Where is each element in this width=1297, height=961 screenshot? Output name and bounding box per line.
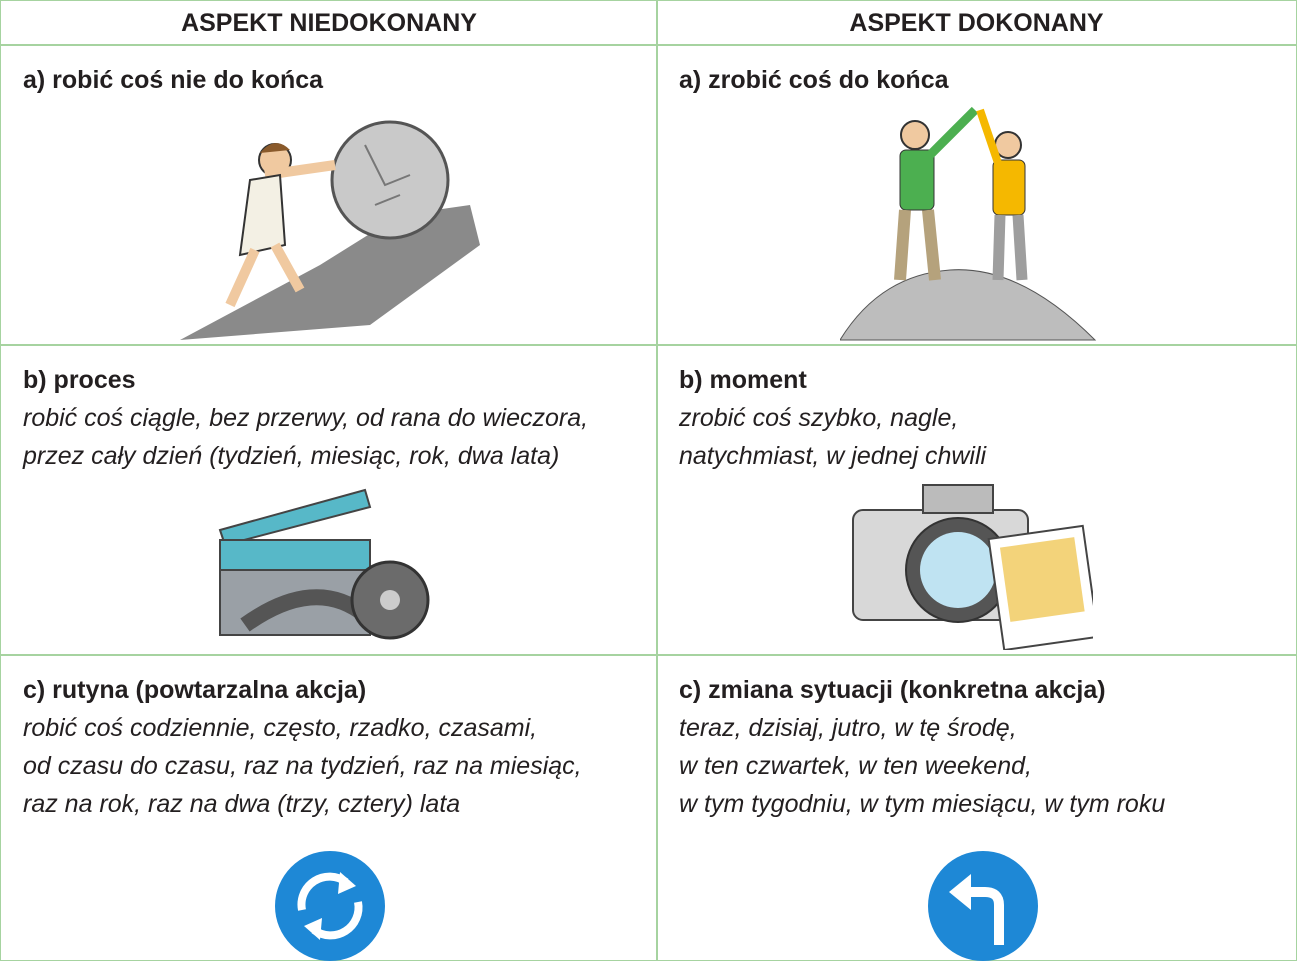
description-line: w ten czwartek, w ten weekend,: [679, 752, 1032, 780]
camera-illustration: [852, 484, 1093, 650]
cell-title: c) rutyna (powtarzalna akcja): [23, 676, 367, 704]
description-line: przez cały dzień (tydzień, miesiąc, rok,…: [23, 442, 560, 470]
description-line: robić coś ciągle, bez przerwy, od rana d…: [23, 404, 589, 432]
description-line: teraz, dzisiaj, jutro, w tę środę,: [679, 714, 1017, 742]
description-line: w tym tygodniu, w tym miesiącu, w tym ro…: [679, 790, 1166, 818]
description-line: robić coś codziennie, często, rzadko, cz…: [23, 714, 538, 742]
header-cell: ASPEKT DOKONANY: [656, 0, 1297, 46]
cycle-icon: [275, 851, 385, 961]
clapperboard-illustration: [218, 488, 430, 640]
description-line: zrobić coś szybko, nagle,: [679, 404, 959, 432]
cell-title: b) proces: [23, 366, 136, 394]
header-cell: ASPEKT NIEDOKONANY: [0, 0, 658, 46]
cell: a) robić coś nie do końca: [0, 44, 658, 346]
cell-title: c) zmiana sytuacji (konkretna akcja): [679, 676, 1106, 704]
cell-title: b) moment: [679, 366, 807, 394]
cell-description: zrobić coś szybko, nagle, natychmiast, w …: [679, 399, 986, 475]
cell-description: teraz, dzisiaj, jutro, w tę środę, w ten …: [679, 709, 1165, 823]
turn-icon: [928, 851, 1038, 961]
hikers-illustration: [840, 106, 1097, 341]
description-line: raz na rok, raz na dwa (trzy, cztery) la…: [23, 790, 461, 818]
description-line: natychmiast, w jednej chwili: [679, 442, 987, 470]
cell-description: robić coś ciągle, bez przerwy, od rana d…: [23, 399, 588, 475]
cell: a) zrobić coś do końca: [656, 44, 1297, 346]
cell-description: robić coś codziennie, często, rzadko, cz…: [23, 709, 582, 823]
cell-title: a) zrobić coś do końca: [679, 66, 949, 94]
cell-title: a) robić coś nie do końca: [23, 66, 324, 94]
sisyphus-illustration: [180, 120, 480, 340]
cell: b) proces robić coś ciągle, bez przerwy, …: [0, 344, 658, 656]
cell: c) zmiana sytuacji (konkretna akcja) tera…: [656, 654, 1297, 961]
cell: b) moment zrobić coś szybko, nagle, natych…: [656, 344, 1297, 656]
description-line: od czasu do czasu, raz na tydzień, raz n…: [23, 752, 582, 780]
